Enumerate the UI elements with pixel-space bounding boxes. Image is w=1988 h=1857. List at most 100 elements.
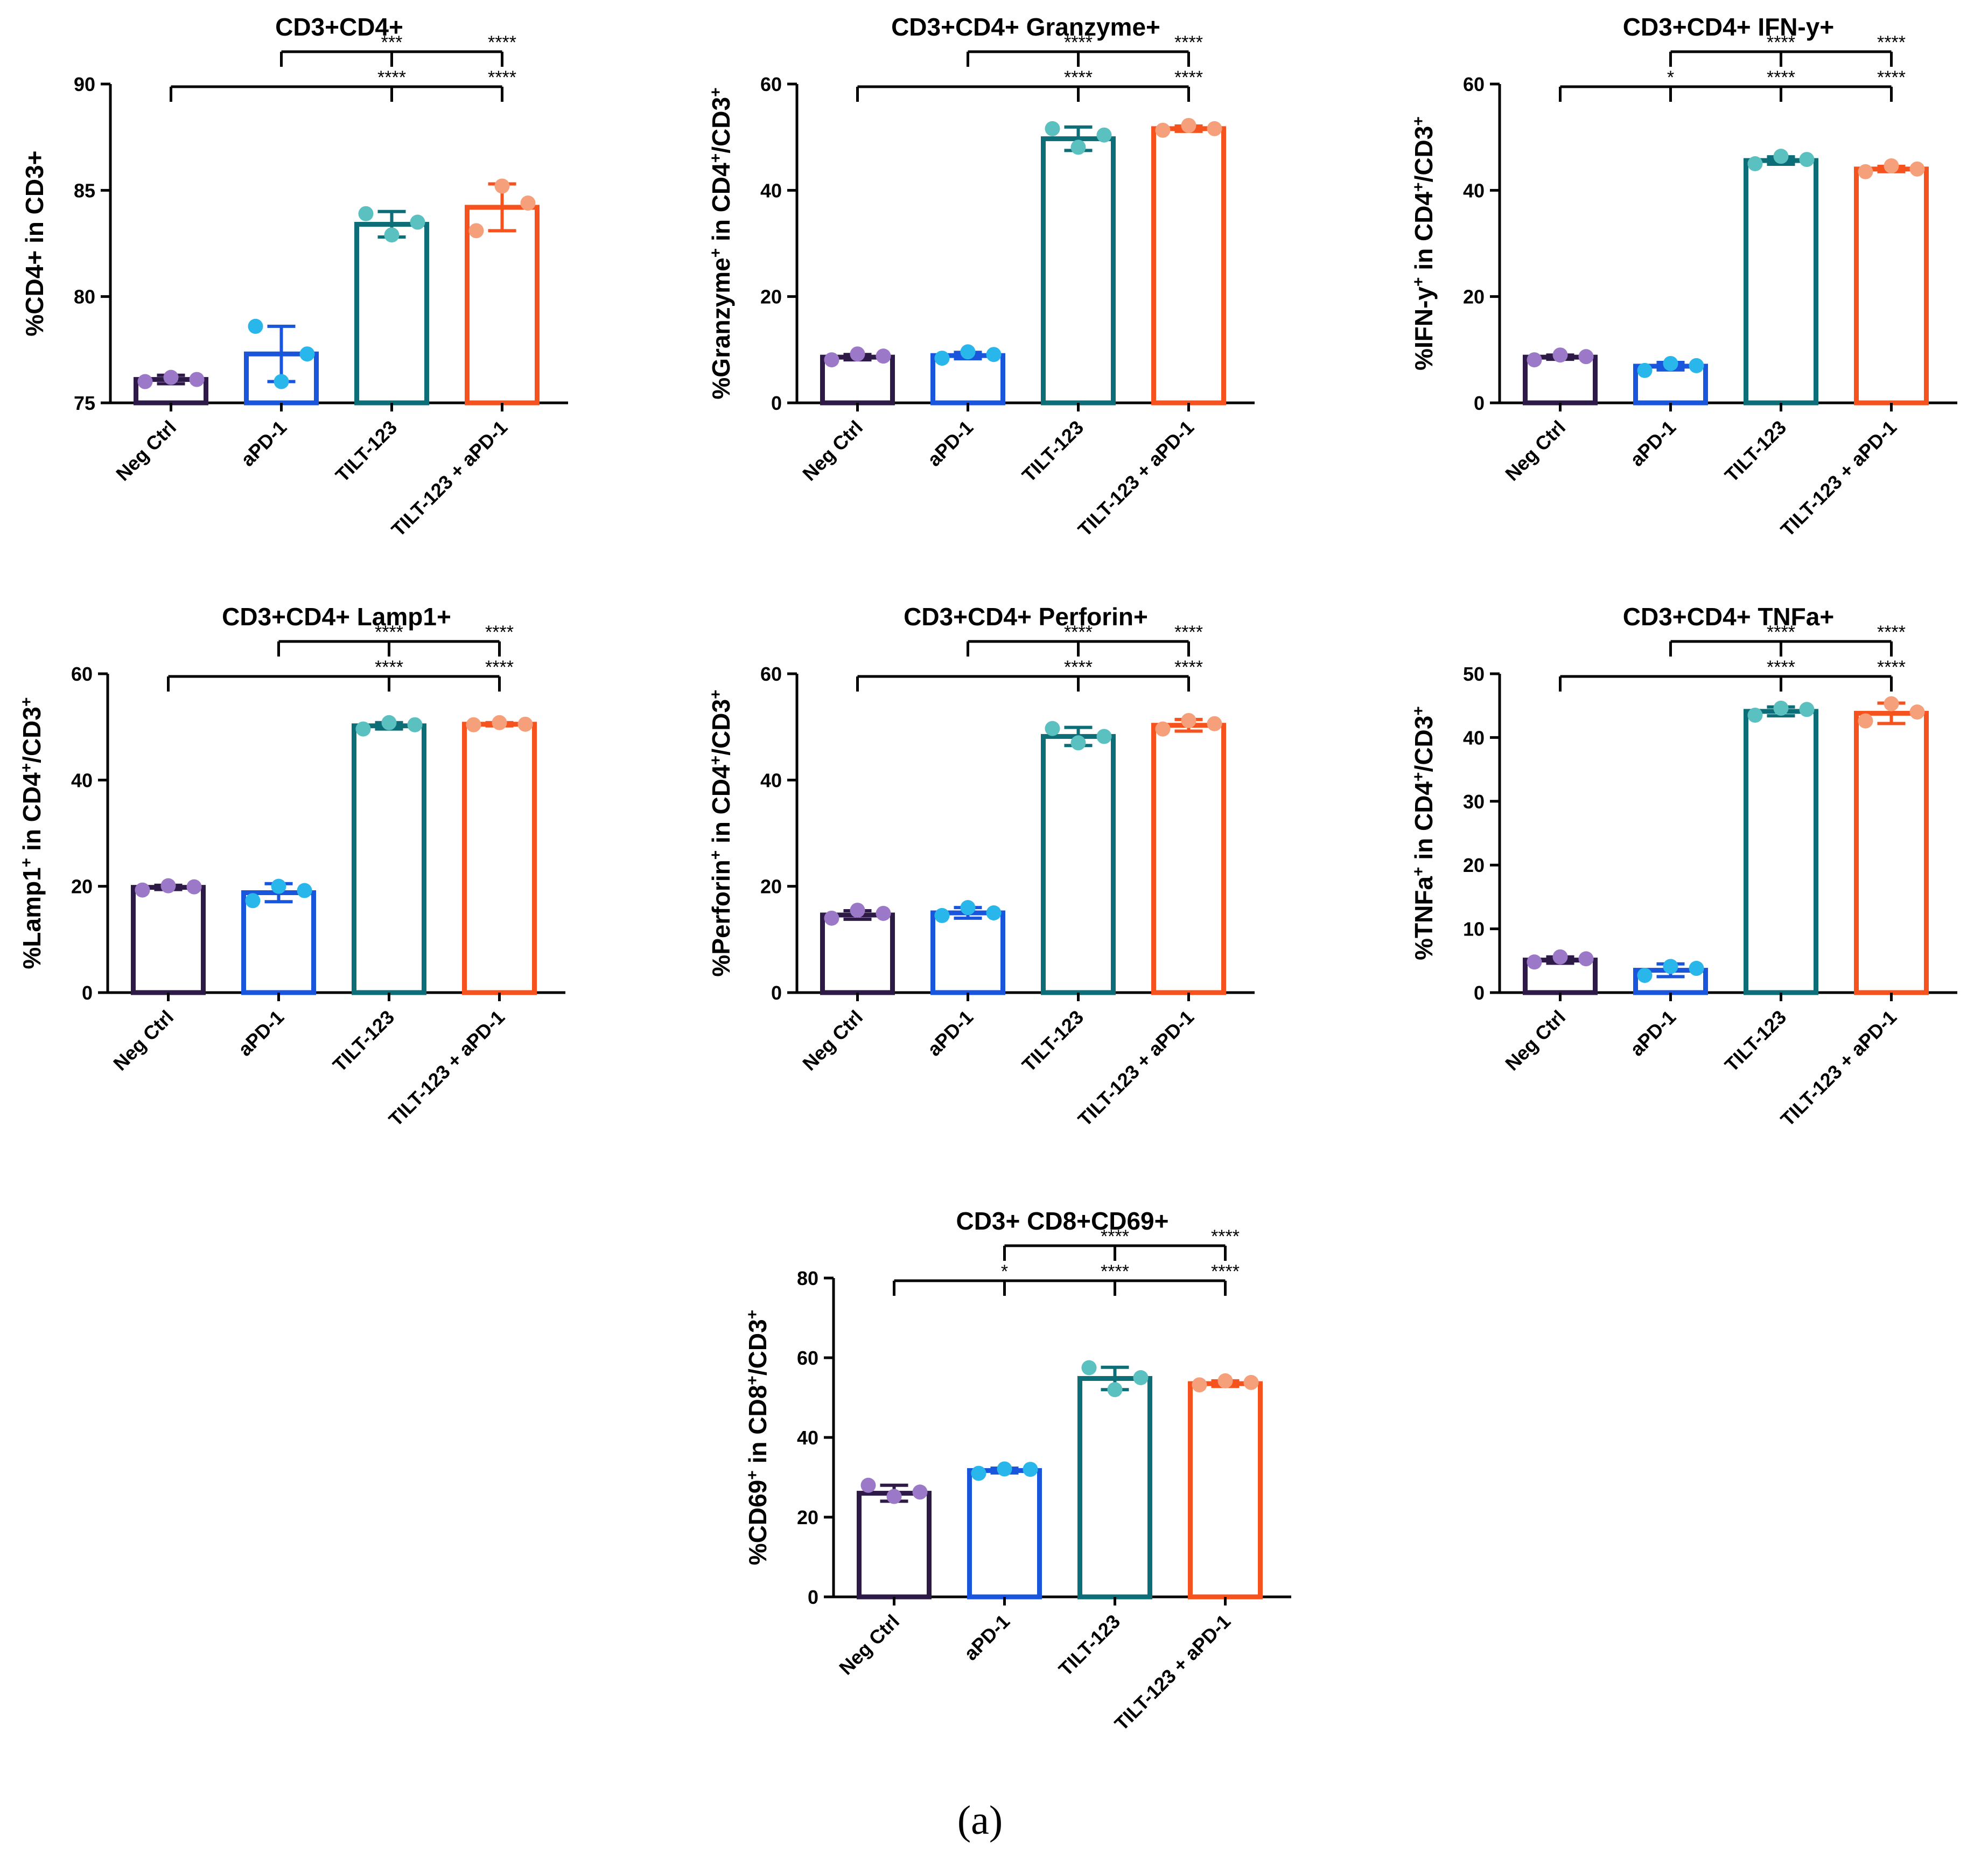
data-point [986, 347, 1002, 362]
x-tick-label: Neg Ctrl [1501, 416, 1570, 485]
y-tick-label: 0 [1474, 982, 1485, 1004]
y-tick-label: 20 [1463, 854, 1485, 876]
data-point [1107, 1382, 1123, 1398]
chart-title: CD3+CD4+ IFN-y+ [1623, 13, 1834, 41]
data-point [163, 369, 179, 385]
bar-4 [1151, 126, 1226, 406]
data-point [1045, 121, 1060, 136]
data-point [1096, 127, 1112, 143]
data-point [1747, 156, 1763, 171]
y-tick-label: 85 [74, 179, 95, 201]
data-point [410, 214, 425, 230]
significance-label: **** [485, 657, 514, 678]
bar-4 [1188, 1381, 1263, 1600]
y-axis-label: %IFN-y+ in CD4+/CD3+ [1410, 116, 1438, 371]
significance-label: **** [1877, 622, 1906, 643]
data-point [245, 893, 261, 909]
y-tick-label: 40 [760, 179, 782, 201]
bar-1 [131, 885, 206, 995]
chart-title: CD3+ CD8+CD69+ [956, 1207, 1168, 1235]
data-point [1081, 1360, 1097, 1376]
data-point [1773, 700, 1789, 716]
bar-3 [1077, 1376, 1152, 1600]
x-tick-label: aPD-1 [1626, 1006, 1680, 1060]
data-point [1045, 721, 1060, 736]
chart-panel-4: CD3+CD4+ Lamp1+ 0 20 40 60 %Lamp1+ in CD4+/CD… [18, 603, 565, 1131]
y-tick-label: 40 [1463, 179, 1485, 201]
data-point [934, 351, 950, 366]
chart-panel-6: CD3+CD4+ TNFa+ 0 10 20 30 40 50 %TNFa+ in CD4+/… [1410, 603, 1957, 1131]
y-tick-label: 0 [808, 1586, 818, 1608]
y-tick-label: 80 [797, 1267, 818, 1289]
bar-2 [930, 910, 1005, 995]
bar-3 [1744, 158, 1818, 406]
data-point [274, 374, 289, 389]
data-point [186, 879, 202, 895]
data-point [1909, 161, 1925, 177]
bar-1 [857, 1491, 932, 1600]
x-tick-label: TILT-123 [328, 1006, 398, 1076]
data-point [160, 878, 176, 893]
significance-label: **** [488, 32, 516, 53]
x-tick-label: Neg Ctrl [1501, 1006, 1570, 1075]
x-tick-label: aPD-1 [236, 416, 291, 471]
x-tick-label: TILT-123 + aPD-1 [384, 1006, 509, 1131]
bar-3 [352, 723, 426, 995]
chart-title: CD3+CD4+ Granzyme+ [891, 13, 1160, 41]
data-point [934, 907, 950, 923]
data-point [1858, 164, 1873, 179]
bar-4 [1854, 710, 1929, 995]
data-point [1070, 139, 1086, 155]
data-point [1689, 358, 1704, 373]
significance-label: **** [375, 622, 403, 643]
y-tick-label: 0 [771, 392, 782, 414]
x-tick-label: TILT-123 [1018, 416, 1088, 486]
x-tick-label: TILT-123 + aPD-1 [1776, 1006, 1901, 1131]
y-tick-label: 75 [74, 392, 95, 414]
data-point [1747, 707, 1763, 723]
y-tick-label: 0 [1474, 392, 1485, 414]
x-tick-label: aPD-1 [1626, 416, 1680, 471]
y-tick-label: 0 [771, 982, 782, 1004]
significance-label: **** [488, 67, 516, 88]
y-tick-label: 20 [760, 286, 782, 308]
data-point [1155, 721, 1171, 737]
significance-label: **** [1064, 32, 1093, 53]
data-point [912, 1484, 928, 1500]
data-point [271, 878, 286, 894]
y-tick-label: 90 [74, 73, 95, 95]
y-axis-label: %Lamp1+ in CD4+/CD3+ [18, 697, 46, 969]
data-point [1552, 949, 1568, 965]
data-point [520, 196, 536, 211]
y-tick-label: 60 [71, 663, 93, 685]
data-point [135, 882, 150, 898]
significance-label: **** [1064, 67, 1093, 88]
y-axis-label: %Granzyme+ in CD4+/CD3+ [707, 87, 736, 399]
data-point [355, 721, 371, 737]
significance-label: * [1001, 1261, 1008, 1282]
y-tick-label: 40 [760, 769, 782, 791]
data-point [1663, 959, 1678, 974]
data-point [1909, 704, 1925, 720]
bar-3 [1744, 709, 1818, 995]
data-point [517, 716, 533, 732]
x-tick-label: Neg Ctrl [835, 1610, 904, 1679]
x-tick-label: Neg Ctrl [798, 1006, 867, 1075]
significance-label: **** [1064, 622, 1093, 643]
x-tick-label: TILT-123 [1720, 1006, 1790, 1076]
data-point [1884, 158, 1899, 173]
bar-4 [1854, 166, 1929, 406]
data-point [1858, 713, 1873, 729]
figure-caption: (a) [957, 1798, 1003, 1843]
bar-4 [462, 722, 537, 995]
data-point [407, 717, 423, 732]
x-tick-label: TILT-123 [1720, 416, 1790, 486]
data-point [860, 1477, 876, 1493]
y-tick-label: 0 [82, 982, 93, 1004]
data-point [986, 905, 1002, 920]
y-tick-label: 20 [760, 876, 782, 898]
significance-label: **** [1174, 32, 1203, 53]
data-point [299, 346, 315, 362]
y-tick-label: 60 [1463, 73, 1485, 95]
y-tick-label: 40 [1463, 727, 1485, 749]
